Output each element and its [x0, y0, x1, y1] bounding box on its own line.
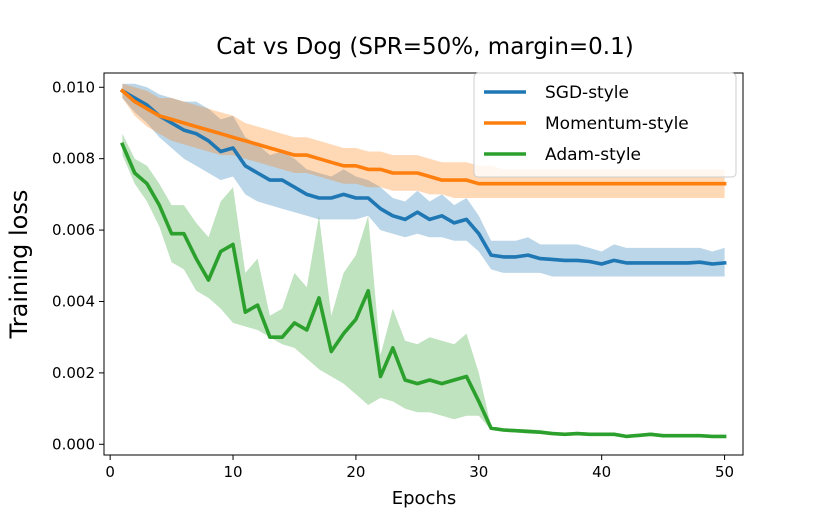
plot-frame: [103, 72, 744, 456]
y-tick-label: 0.004: [52, 292, 95, 310]
x-tick-label: 20: [346, 463, 365, 481]
y-tick-label: 0.000: [52, 435, 95, 453]
y-tick-label: 0.008: [52, 150, 95, 168]
legend-label-adam-style: Adam-style: [545, 145, 641, 165]
sgd-style-line: [119, 88, 727, 266]
legend-box: [473, 72, 737, 178]
y-tick-label: 0.010: [52, 78, 95, 96]
legend-label-sgd-style: SGD-style: [545, 83, 629, 103]
momentum-style-line: [119, 88, 727, 186]
x-axis: 0 10 20 30 40 50: [105, 455, 734, 481]
adam-style-line: [120, 142, 727, 439]
y-axis-label: Training loss: [5, 190, 33, 340]
x-axis-label: Epochs: [392, 488, 457, 509]
x-tick-label: 40: [592, 463, 611, 481]
series-lines: [119, 88, 727, 439]
adam-style-band: [122, 133, 725, 438]
y-tick-label: 0.002: [52, 364, 95, 382]
y-axis: 0.000 0.002 0.004 0.006 0.008 0.010: [52, 78, 104, 453]
sgd-style-band: [122, 83, 725, 277]
chart-title: Cat vs Dog (SPR=50%, margin=0.1): [216, 34, 633, 60]
x-tick-label: 50: [715, 463, 734, 481]
legend-label-momentum-style: Momentum-style: [545, 114, 689, 134]
legend: SGD-style Momentum-style Adam-style: [473, 72, 737, 178]
x-tick-label: 0: [105, 463, 115, 481]
x-tick-label: 10: [223, 463, 242, 481]
y-tick-label: 0.006: [52, 221, 95, 239]
x-tick-label: 30: [469, 463, 488, 481]
